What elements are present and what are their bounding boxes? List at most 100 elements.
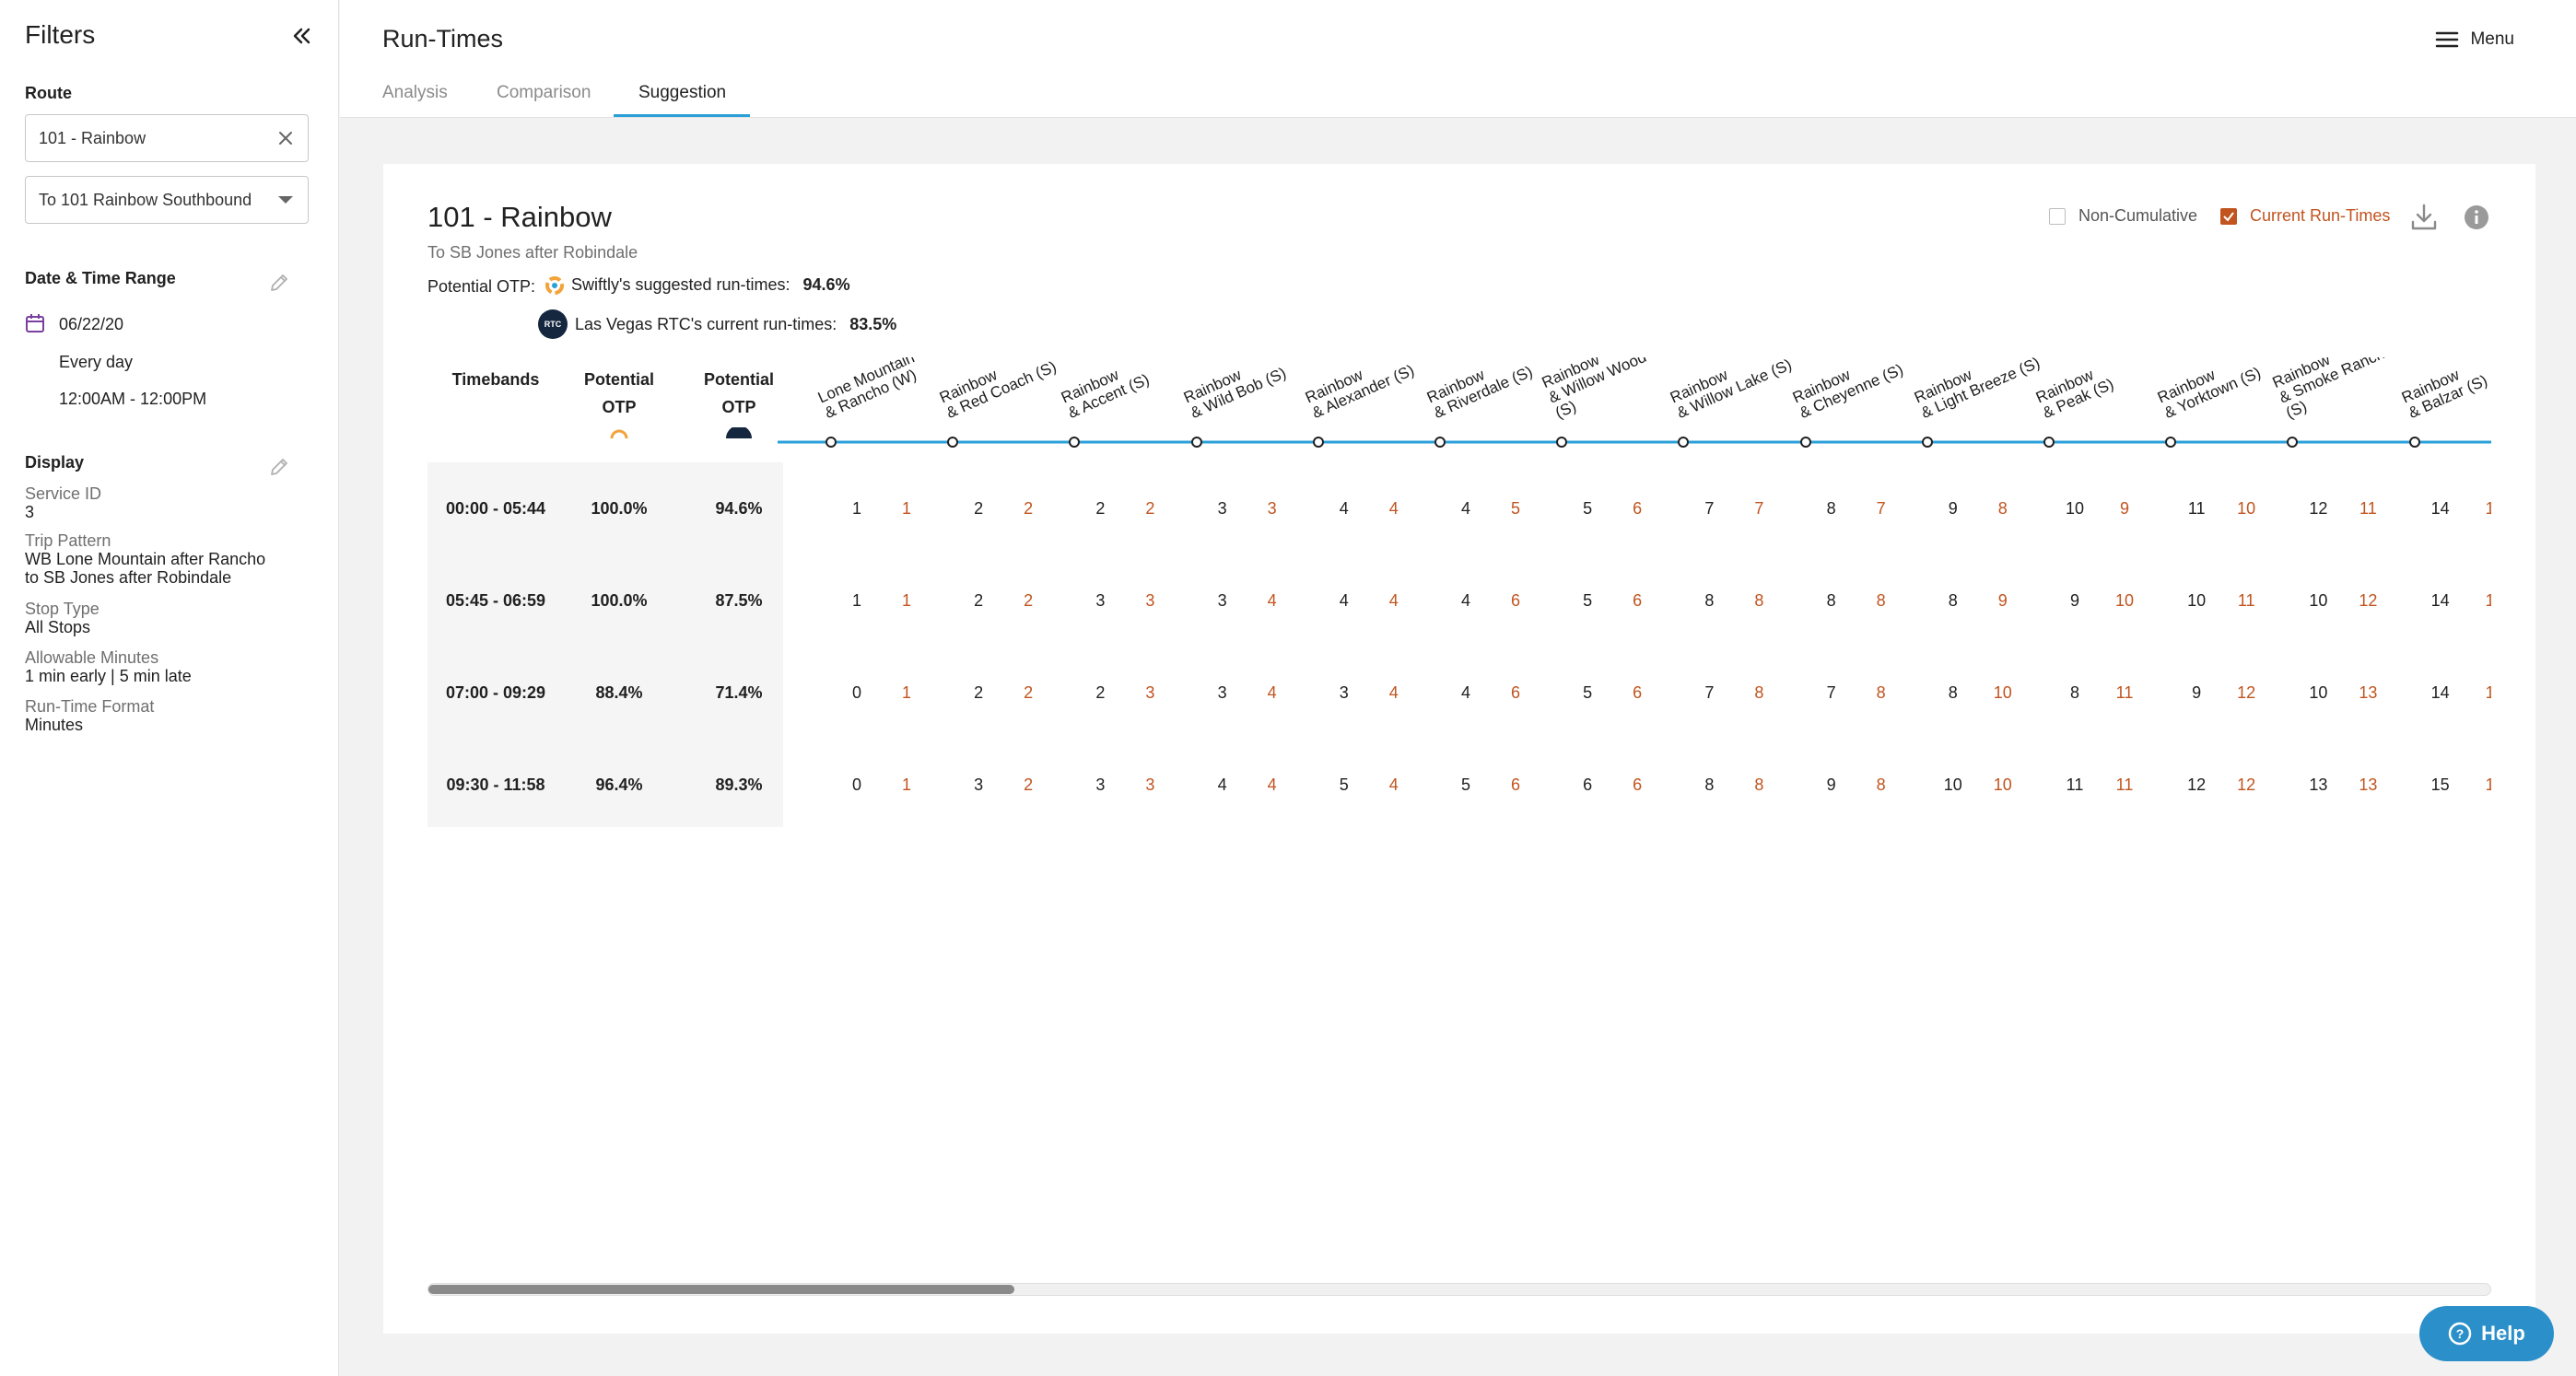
- trip-pattern-line1: WB Lone Mountain after Rancho: [25, 550, 266, 568]
- current-runtime-cell: 11: [2115, 775, 2134, 794]
- stop-marker: [825, 437, 837, 448]
- help-label: Help: [2481, 1322, 2525, 1345]
- stop-marker: [1434, 437, 1446, 448]
- current-runtime-cell: 8: [1754, 591, 1764, 610]
- tab-comparison[interactable]: Comparison: [497, 83, 591, 102]
- swiftly-logo-icon: [545, 275, 564, 295]
- stop-marker: [2408, 437, 2420, 448]
- stop-label: Rainbow & Willow Wood (S): [1540, 357, 1656, 422]
- stop-marker: [1190, 437, 1202, 448]
- scrollbar-thumb[interactable]: [428, 1285, 1014, 1294]
- suggested-runtime-cell: 9: [2069, 591, 2079, 610]
- menu-icon: [2436, 31, 2459, 48]
- current-runtime-cell: 2: [1024, 591, 1034, 610]
- table-row[interactable]: 07:00 - 09:29 88.4% 71.4% 0 1 2 2 2 3 3 4 3 4 4 6 5 6 7 8 7…: [427, 647, 2491, 739]
- pencil-icon[interactable]: [267, 271, 291, 295]
- stop-marker: [2165, 437, 2177, 448]
- menu-button[interactable]: Menu: [2435, 26, 2514, 53]
- suggested-runtime-cell: 8: [1826, 591, 1836, 610]
- swiftly-otp-label: Swiftly's suggested run-times:: [571, 275, 790, 294]
- runtime-format-label: Run-Time Format: [25, 697, 155, 716]
- help-button[interactable]: ? Help: [2419, 1306, 2554, 1361]
- current-runtime-cell: 9: [2119, 499, 2129, 518]
- suggested-runtime-cell: 14: [2430, 499, 2450, 518]
- current-runtime-cell: 3: [1145, 775, 1155, 794]
- current-runtime-cell: 6: [1510, 683, 1520, 702]
- stop-label: Rainbow & Wild Bob (S): [1181, 357, 1289, 422]
- stop-label: Lone Mountain & Rancho (W): [815, 357, 923, 422]
- suggested-runtime-cell: 4: [1460, 683, 1470, 702]
- current-runtime-cell: 1: [901, 683, 911, 702]
- current-runtime-cell: 4: [1388, 683, 1399, 702]
- date-value: 06/22/20: [59, 315, 124, 333]
- noncumulative-checkbox[interactable]: Non-Cumulative: [2049, 206, 2197, 226]
- current-runtime-cell: 2: [1024, 683, 1034, 702]
- suggested-runtime-cell: 9: [2192, 683, 2202, 702]
- collapse-icon[interactable]: [287, 22, 315, 50]
- row-values-bg: [783, 647, 2491, 739]
- stop-marker: [1678, 437, 1690, 448]
- current-runtime-cell: 5: [1510, 499, 1520, 518]
- table-row[interactable]: 00:00 - 05:44 100.0% 94.6% 1 1 2 2 2 2 3 3 4 4 4 5 5 6 7 7…: [427, 462, 2491, 554]
- current-runtime-cell: 1: [901, 499, 911, 518]
- stop-label: Rainbow & Light Breeze (S): [1912, 357, 2043, 422]
- svg-text:?: ?: [2456, 1326, 2465, 1341]
- current-runtime-cell: 8: [1876, 591, 1886, 610]
- current-runtime-cell: 2: [1024, 775, 1034, 794]
- current-runtime-cell: 12: [2237, 683, 2256, 702]
- suggested-runtime-cell: 10: [2309, 591, 2328, 610]
- suggested-runtime-cell: 5: [1583, 591, 1593, 610]
- filters-title: Filters: [25, 20, 96, 49]
- current-runtime-cell: 8: [1754, 683, 1764, 702]
- rtc-otp-value: 83.5%: [849, 314, 897, 333]
- suggested-runtime-cell: 11: [2187, 499, 2206, 518]
- table-row[interactable]: 09:30 - 11:58 96.4% 89.3% 0 1 3 2 3 3 4 4 5 4 5 6 6 6 8 8 9…: [427, 739, 2491, 827]
- stop-marker: [1556, 437, 1568, 448]
- timebands-header: Timebands: [451, 370, 540, 389]
- otp-rtc-header: Potential: [703, 370, 774, 389]
- runtime-format-value: Minutes: [25, 716, 84, 734]
- stop-label: Rainbow & Riverdale (S): [1424, 357, 1535, 422]
- current-runtime-cell: 11: [2237, 591, 2255, 610]
- timeband-cell: 07:00 - 09:29: [445, 683, 546, 702]
- date-range-label: Date & Time Range: [25, 269, 176, 287]
- current-runtime-cell: 4: [1388, 499, 1399, 518]
- route-field[interactable]: 101 - Rainbow: [25, 114, 309, 162]
- horizontal-scrollbar[interactable]: [427, 1283, 2491, 1296]
- download-icon[interactable]: [2410, 203, 2438, 232]
- time-range-value: 12:00AM - 12:00PM: [59, 390, 207, 408]
- current-runtime-cell: 8: [1997, 499, 2008, 518]
- tab-analysis[interactable]: Analysis: [382, 83, 448, 102]
- trip-pattern-line2: to SB Jones after Robindale: [25, 568, 232, 587]
- direction-select[interactable]: To 101 Rainbow Southbound: [25, 176, 309, 224]
- suggested-runtime-cell: 3: [1095, 591, 1106, 610]
- pencil-icon[interactable]: [267, 455, 291, 479]
- current-runtime-cell: 2: [1024, 499, 1034, 518]
- rtc-logo-icon: RTC: [538, 309, 568, 339]
- current-runtimes-checkbox[interactable]: Current Run-Times: [2220, 206, 2390, 226]
- stop-label: Rainbow & Smoke Ranch (S): [2270, 357, 2394, 422]
- suggested-runtime-cell: 3: [1217, 683, 1227, 702]
- current-runtime-cell: 8: [1754, 775, 1764, 794]
- stop-type-value: All Stops: [25, 618, 91, 636]
- suggested-runtime-cell: 14: [2430, 683, 2450, 702]
- suggested-runtime-cell: 2: [1095, 499, 1106, 518]
- page-title: Run-Times: [382, 25, 504, 52]
- row-values-bg: [783, 739, 2491, 827]
- current-runtime-cell: 1: [901, 591, 911, 610]
- close-icon[interactable]: [276, 129, 295, 147]
- tab-suggestion[interactable]: Suggestion: [638, 83, 727, 102]
- otp-swiftly-header: Potential: [583, 370, 654, 389]
- direction-select-value: To 101 Rainbow Southbound: [39, 191, 252, 209]
- suggested-runtime-cell: 8: [1704, 591, 1715, 610]
- info-icon[interactable]: [2464, 204, 2489, 230]
- stop-marker: [1312, 437, 1324, 448]
- suggested-runtime-cell: 10: [2309, 683, 2328, 702]
- table-row[interactable]: 05:45 - 06:59 100.0% 87.5% 1 1 2 2 3 3 3 4 4 4 4 6 5 6 8 8…: [427, 554, 2491, 647]
- swiftly-logo-icon: [610, 429, 628, 438]
- stop-type-label: Stop Type: [25, 600, 100, 618]
- otp-swiftly-cell: 96.4%: [595, 775, 643, 794]
- suggested-runtime-cell: 4: [1217, 775, 1227, 794]
- allowable-minutes-value: 1 min early | 5 min late: [25, 667, 192, 685]
- otp-rtc-cell: 89.3%: [715, 775, 763, 794]
